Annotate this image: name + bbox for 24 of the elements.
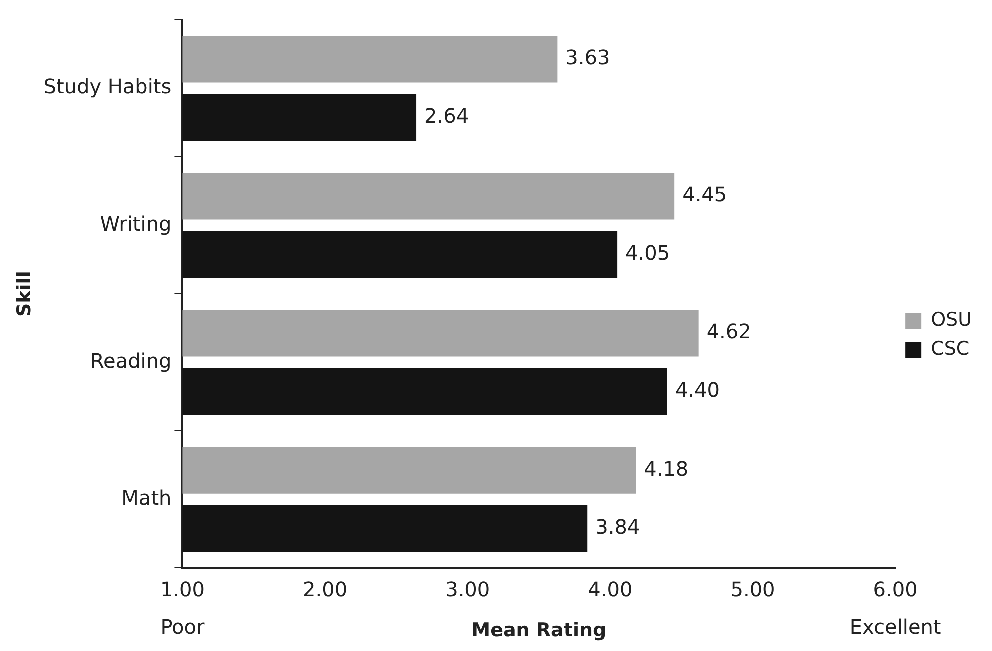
data-label: 4.05 [626,240,670,265]
y-axis-title: Skill [13,271,36,318]
data-label: 3.63 [566,46,610,70]
x-axis-title: Mean Rating [472,620,607,642]
x-tick-label: 5.00 [730,577,776,602]
y-tick-label: Writing [100,212,172,236]
data-label: 4.40 [675,378,720,402]
x-tick-label: 3.00 [446,577,490,602]
legend-label: OSU [931,308,972,331]
y-tick-label: Reading [90,348,172,373]
data-label: 3.84 [596,515,640,539]
x-tick-label: 6.00 [873,577,918,602]
text: Poor [160,615,206,640]
legend-label: CSC [931,338,970,360]
data-label: 4.62 [706,320,752,344]
data-label: 4.45 [682,182,728,207]
y-tick-label: Study Habits [44,74,172,99]
text: Excellent [850,615,942,640]
y-tick-label: Math [122,486,172,510]
data-label: 4.18 [644,456,689,481]
x-tick-label: 4.00 [588,577,633,602]
x-tick-label: 2.00 [303,577,348,602]
x-tick-label: 1.00 [160,577,205,602]
data-label: 2.64 [424,104,470,128]
